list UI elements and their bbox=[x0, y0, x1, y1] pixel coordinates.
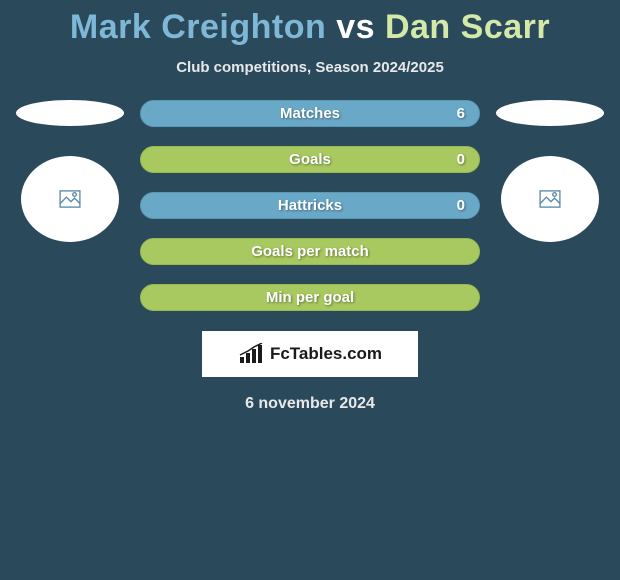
title: Mark Creighton vs Dan Scarr bbox=[70, 8, 550, 47]
stat-label: Min per goal bbox=[266, 289, 354, 306]
comparison-card: Mark Creighton vs Dan Scarr Club competi… bbox=[0, 0, 620, 413]
stat-right-value: 6 bbox=[453, 105, 465, 122]
stat-row-min-per-goal: Min per goal bbox=[140, 284, 480, 311]
stat-right-value: 0 bbox=[453, 197, 465, 214]
player1-team-badge bbox=[16, 100, 124, 126]
logo-text: FcTables.com bbox=[270, 344, 382, 364]
stat-label: Hattricks bbox=[278, 197, 342, 214]
stat-row-matches: Matches 6 bbox=[140, 100, 480, 127]
player1-name: Mark Creighton bbox=[70, 8, 326, 46]
image-placeholder-icon bbox=[539, 190, 561, 208]
source-logo: FcTables.com bbox=[202, 331, 418, 377]
main-row: Matches 6 Goals 0 Hattricks 0 Goals per … bbox=[0, 100, 620, 311]
stats-column: Matches 6 Goals 0 Hattricks 0 Goals per … bbox=[140, 100, 480, 311]
stat-label: Matches bbox=[280, 105, 340, 122]
right-player-col bbox=[490, 100, 610, 242]
date-text: 6 november 2024 bbox=[245, 395, 375, 413]
stat-row-goals: Goals 0 bbox=[140, 146, 480, 173]
vs-text: vs bbox=[336, 8, 375, 46]
stat-row-goals-per-match: Goals per match bbox=[140, 238, 480, 265]
stat-row-hattricks: Hattricks 0 bbox=[140, 192, 480, 219]
left-player-col bbox=[10, 100, 130, 242]
stat-label: Goals bbox=[289, 151, 331, 168]
image-placeholder-icon bbox=[59, 190, 81, 208]
stat-label: Goals per match bbox=[251, 243, 369, 260]
bars-chart-icon bbox=[238, 343, 266, 365]
player2-team-badge bbox=[496, 100, 604, 126]
subtitle: Club competitions, Season 2024/2025 bbox=[176, 59, 444, 76]
stat-right-value: 0 bbox=[453, 151, 465, 168]
player2-name: Dan Scarr bbox=[385, 8, 550, 46]
player2-avatar bbox=[501, 156, 599, 242]
player1-avatar bbox=[21, 156, 119, 242]
